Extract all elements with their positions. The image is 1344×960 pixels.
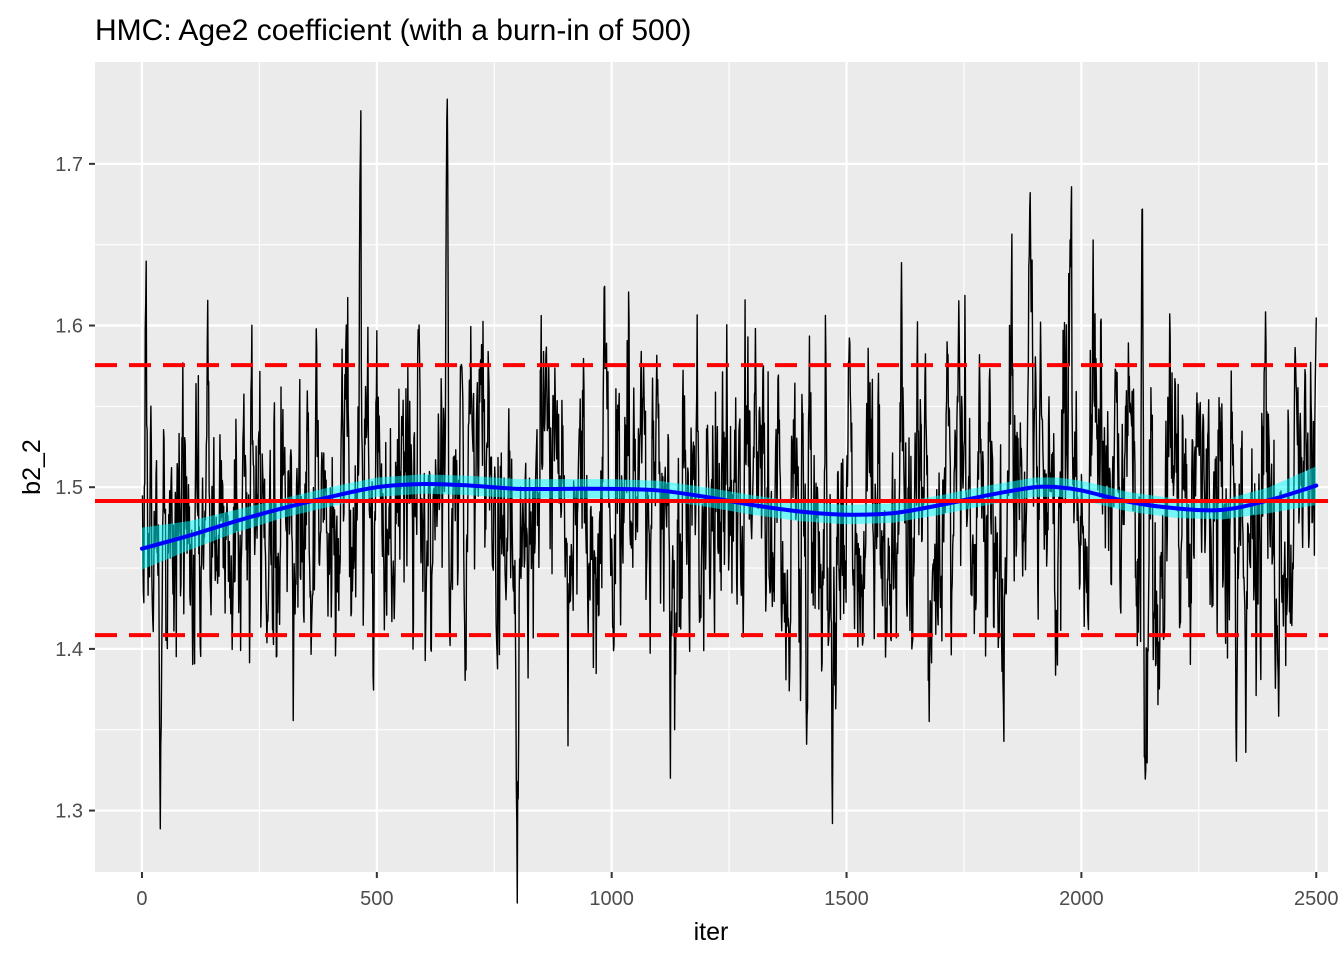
x-tick-label: 500 xyxy=(360,888,393,910)
x-axis: 0 500 1000 1500 2000 2500 xyxy=(136,872,1339,910)
reference-lines xyxy=(95,363,1328,638)
x-tick-label: 2500 xyxy=(1294,888,1339,910)
x-tick-label: 1500 xyxy=(824,888,869,910)
y-tick-label: 1.5 xyxy=(55,477,83,499)
y-tick-label: 1.6 xyxy=(55,316,83,338)
y-tick-label: 1.7 xyxy=(55,154,83,176)
y-axis: 1.3 1.4 1.5 1.6 1.7 xyxy=(55,154,95,823)
x-tick-label: 2000 xyxy=(1059,888,1104,910)
smooth-band-layer xyxy=(141,466,1317,570)
smooth-line xyxy=(139,481,1319,551)
y-axis-title: b2_2 xyxy=(18,439,46,495)
x-axis-title: iter xyxy=(694,918,729,946)
y-tick-label: 1.4 xyxy=(55,639,83,661)
x-tick-label: 1000 xyxy=(589,888,634,910)
x-tick-label: 0 xyxy=(136,888,147,910)
chart-title: HMC: Age2 coefficient (with a burn-in of… xyxy=(95,14,691,47)
smooth-confidence-band xyxy=(141,466,1317,570)
trace-series xyxy=(141,98,1317,904)
trace-layer xyxy=(141,98,1317,904)
y-tick-label: 1.3 xyxy=(55,801,83,823)
smooth-line-layer xyxy=(139,481,1319,551)
